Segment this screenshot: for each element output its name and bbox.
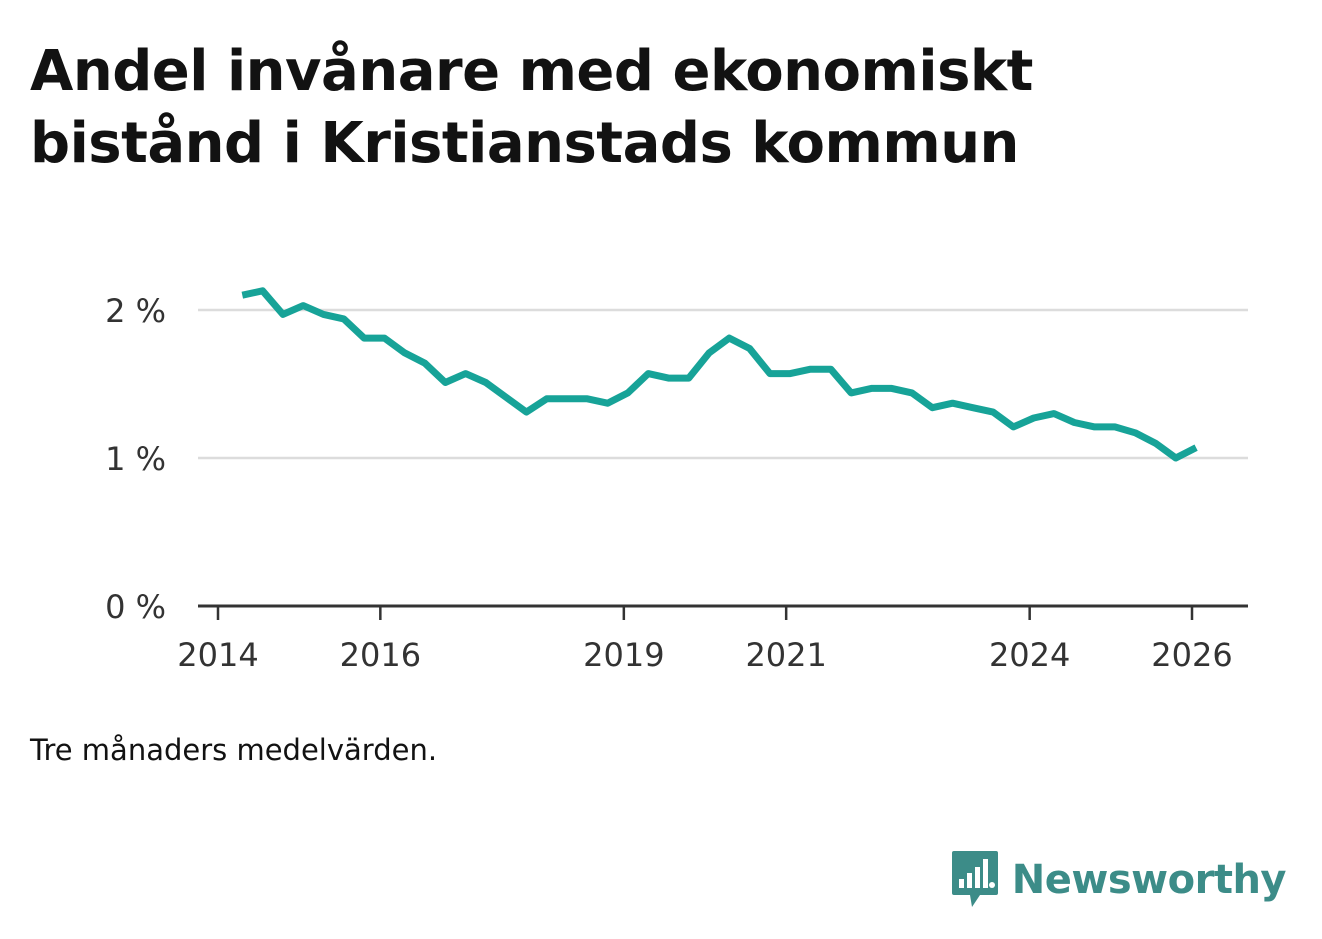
brand-logo[interactable]: Newsworthy — [950, 848, 1287, 912]
x-tick-label: 2016 — [340, 636, 421, 674]
y-tick-label: 2 % — [105, 292, 166, 330]
gridlines — [198, 308, 1248, 460]
series — [241, 287, 1198, 462]
y-tick-label: 0 % — [105, 588, 166, 626]
x-tick-label: 2021 — [745, 636, 826, 674]
brand-name: Newsworthy — [1011, 857, 1287, 903]
y-tick-label: 1 % — [105, 440, 166, 478]
newsworthy-logo-icon — [951, 851, 998, 907]
x-tick-label: 2026 — [1151, 636, 1232, 674]
x-tick-label: 2024 — [989, 636, 1070, 674]
chart-title: Andel invånare med ekonomiskt bistånd i … — [30, 39, 1033, 176]
y-axis-labels: 0 % 1 % 2 % — [105, 292, 166, 626]
x-tick-label: 2014 — [177, 636, 258, 674]
x-axis-labels: 2014 2016 2019 2021 2024 2026 — [177, 636, 1232, 674]
x-axis — [198, 604, 1248, 620]
series-line — [241, 287, 1198, 462]
chart-note: Tre månaders medelvärden. — [30, 733, 438, 767]
x-tick-label: 2019 — [583, 636, 664, 674]
